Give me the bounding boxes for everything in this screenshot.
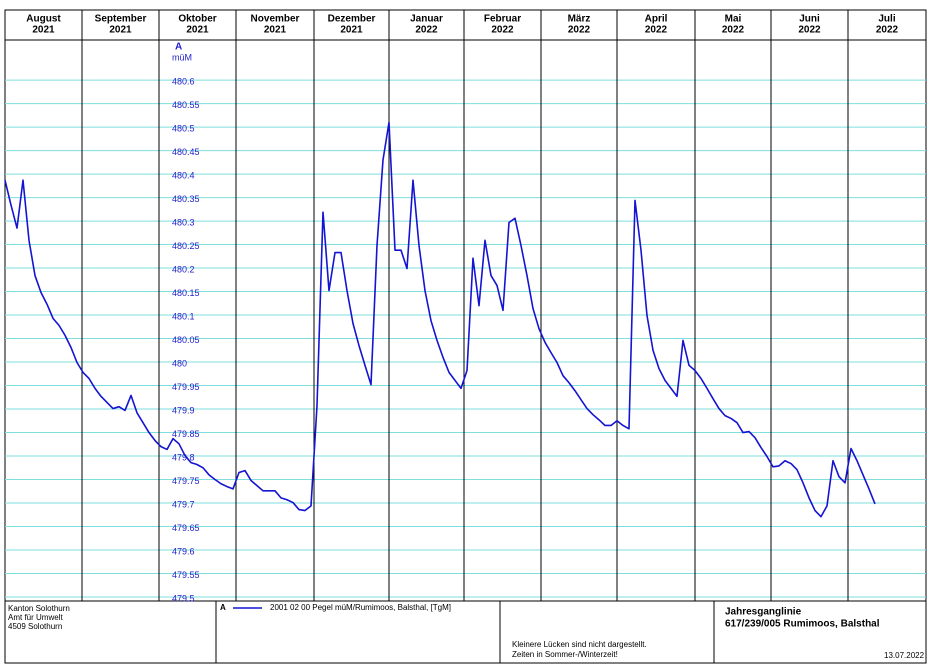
month-label: Februar bbox=[484, 14, 521, 25]
month-year: 2021 bbox=[186, 25, 209, 36]
y-tick-label: 479.85 bbox=[172, 429, 200, 439]
y-tick-label: 479.75 bbox=[172, 476, 200, 486]
legend-entry: 2001 02 00 Pegel müM/Rumimoos, Balsthal,… bbox=[270, 603, 451, 612]
y-tick-label: 479.95 bbox=[172, 382, 200, 392]
chart-subtitle: 617/239/005 Rumimoos, Balsthal bbox=[725, 619, 880, 630]
month-year: 2022 bbox=[568, 25, 591, 36]
month-label: März bbox=[568, 14, 591, 25]
note: Zeiten in Sommer-/Winterzeit! bbox=[512, 650, 618, 659]
grid bbox=[5, 79, 926, 598]
month-year: 2022 bbox=[722, 25, 745, 36]
y-tick-label: 480.3 bbox=[172, 217, 195, 227]
month-year: 2022 bbox=[876, 25, 899, 36]
y-tick-label: 479.7 bbox=[172, 499, 195, 509]
y-tick-label: 479.55 bbox=[172, 570, 200, 580]
y-axis-label: A bbox=[175, 42, 182, 53]
month-label: Januar bbox=[410, 14, 443, 25]
y-axis-unit: müM bbox=[172, 52, 192, 62]
month-label: Mai bbox=[725, 14, 742, 25]
y-tick-label: 479.8 bbox=[172, 452, 195, 462]
organisation: 4509 Solothurn bbox=[8, 622, 62, 631]
y-tick-label: 480 bbox=[172, 358, 187, 368]
y-tick-label: 480.45 bbox=[172, 147, 200, 157]
month-label: Dezember bbox=[328, 14, 376, 25]
organisation: Amt für Umwelt bbox=[8, 613, 63, 622]
month-year: 2022 bbox=[798, 25, 821, 36]
month-year: 2022 bbox=[645, 25, 668, 36]
y-tick-label: 480.1 bbox=[172, 311, 195, 321]
month-label: August bbox=[26, 14, 61, 25]
date: 13.07.2022 bbox=[884, 651, 925, 660]
series-line bbox=[4, 121, 876, 518]
y-tick-label: 479.9 bbox=[172, 405, 195, 415]
y-tick-label: 480.6 bbox=[172, 76, 195, 86]
y-tick-label: 479.65 bbox=[172, 523, 200, 533]
month-year: 2021 bbox=[264, 25, 287, 36]
y-tick-label: 479.6 bbox=[172, 546, 195, 556]
month-label: September bbox=[95, 14, 147, 25]
month-header: August2021September2021Oktober2021Novemb… bbox=[26, 10, 899, 601]
legend-marker: A bbox=[220, 603, 226, 612]
month-year: 2021 bbox=[340, 25, 363, 36]
y-tick-label: 480.25 bbox=[172, 241, 200, 251]
note: Kleinere Lücken sind nicht dargestellt. bbox=[512, 640, 647, 649]
y-tick-label: 480.5 bbox=[172, 123, 195, 133]
y-tick-label: 480.2 bbox=[172, 264, 195, 274]
month-year: 2021 bbox=[32, 25, 55, 36]
y-tick-label: 480.05 bbox=[172, 335, 200, 345]
plot bbox=[4, 121, 876, 518]
y-tick-label: 480.35 bbox=[172, 194, 200, 204]
month-label: Oktober bbox=[178, 14, 216, 25]
month-year: 2022 bbox=[415, 25, 438, 36]
y-axis: 479.5 479.55 479.6 479.65 479.7 479.75 479.8 47… bbox=[172, 76, 200, 603]
chart-title: Jahresganglinie bbox=[725, 607, 802, 618]
y-tick-label: 480.15 bbox=[172, 288, 200, 298]
month-label: April bbox=[645, 14, 668, 25]
month-year: 2022 bbox=[491, 25, 514, 36]
month-year: 2021 bbox=[109, 25, 132, 36]
organisation: Kanton Solothurn bbox=[8, 604, 70, 613]
frame bbox=[4, 9, 927, 664]
month-label: November bbox=[251, 14, 300, 25]
month-label: Juli bbox=[878, 14, 895, 25]
month-label: Juni bbox=[799, 14, 820, 25]
y-tick-label: 480.4 bbox=[172, 170, 195, 180]
y-tick-label: 479.5 bbox=[172, 593, 195, 603]
y-tick-label: 480.55 bbox=[172, 100, 200, 110]
